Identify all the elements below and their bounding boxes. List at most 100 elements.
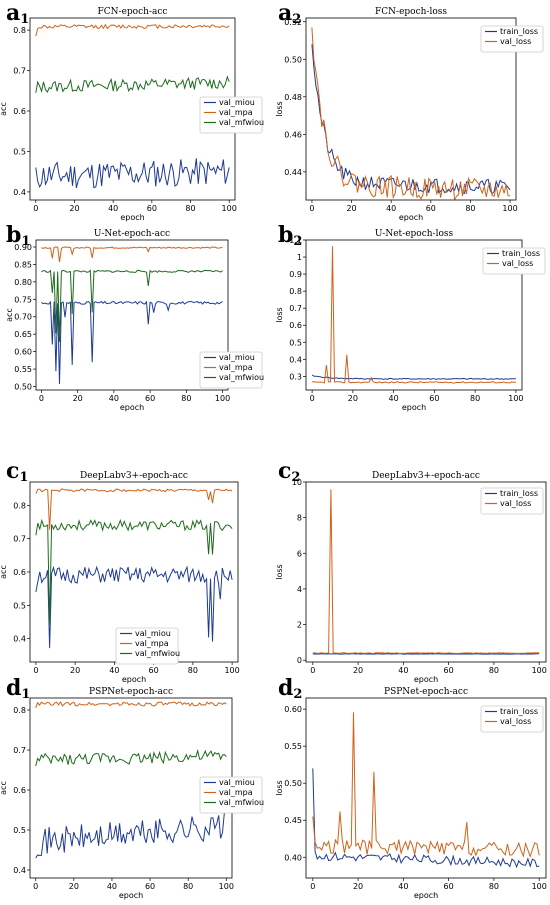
legend-box xyxy=(482,247,546,275)
x-tick-label: 60 xyxy=(429,394,439,403)
x-tick-label: 100 xyxy=(215,394,230,403)
y-tick-label: 0.55 xyxy=(14,365,32,374)
legend-entry: val_miou xyxy=(135,629,171,638)
y-tick-label: 0.80 xyxy=(14,278,32,287)
x-tick-label: 0 xyxy=(310,882,315,891)
plot-frame xyxy=(29,481,239,663)
x-tick-label: 40 xyxy=(398,666,408,675)
x-tick-label: 40 xyxy=(107,882,117,891)
plot-title: FCN-epoch-loss xyxy=(375,7,447,17)
x-tick-label: 80 xyxy=(489,666,499,675)
panel-tag-a2: a2 xyxy=(278,0,302,27)
x-tick-label: 20 xyxy=(69,882,79,891)
x-tick-label: 60 xyxy=(444,666,454,675)
y-tick-label: 0.6 xyxy=(289,321,302,330)
y-tick-label: 0.48 xyxy=(284,93,302,102)
legend-box xyxy=(115,627,179,665)
y-tick-label: 0.8 xyxy=(13,26,26,35)
series-line-val_mfwiou xyxy=(35,75,230,93)
y-tick-label: 0.60 xyxy=(284,705,302,714)
y-tick-label: 0 xyxy=(297,656,302,665)
y-tick-label: 0.85 xyxy=(14,260,32,269)
x-axis-label: epoch xyxy=(120,213,144,222)
x-tick-label: 20 xyxy=(346,204,356,213)
y-tick-label: 0.5 xyxy=(13,601,26,610)
y-tick-label: 0.3 xyxy=(289,372,302,381)
y-tick-label: 0.7 xyxy=(13,67,26,76)
y-tick-label: 0.46 xyxy=(284,130,302,139)
series-line-val_loss xyxy=(311,27,511,200)
x-tick-label: 40 xyxy=(389,394,399,403)
series-line-val_mpa xyxy=(35,700,227,709)
x-tick-label: 40 xyxy=(108,204,118,213)
y-tick-label: 8 xyxy=(297,514,302,523)
legend-entry: val_mfwiou xyxy=(219,798,264,807)
y-axis-label: loss xyxy=(275,101,284,116)
y-tick-label: 0.40 xyxy=(284,853,302,862)
y-axis-label: loss xyxy=(275,780,284,795)
legend-entry: val_mpa xyxy=(135,639,169,648)
x-tick-label: 100 xyxy=(532,666,547,675)
plot-frame xyxy=(305,697,547,879)
x-tick-label: 100 xyxy=(502,204,517,213)
y-tick-label: 0.50 xyxy=(284,779,302,788)
legend-entry: train_loss xyxy=(500,27,538,36)
y-tick-label: 0.7 xyxy=(13,535,26,544)
x-tick-label: 60 xyxy=(145,882,155,891)
x-tick-label: 0 xyxy=(33,882,38,891)
plot-title: PSPNet-epoch-acc xyxy=(89,687,173,697)
plot-frame xyxy=(29,17,236,201)
x-axis-label: epoch xyxy=(119,891,143,900)
y-axis-label: acc xyxy=(5,308,14,322)
series-line-val_mfwiou xyxy=(35,518,233,625)
x-tick-label: 20 xyxy=(348,394,358,403)
y-tick-label: 0.50 xyxy=(284,55,302,64)
legend-entry: val_miou xyxy=(219,778,255,787)
legend-entry: val_mpa xyxy=(219,108,253,117)
panel-tag-a1: a1 xyxy=(6,0,30,27)
x-tick-label: 0 xyxy=(33,204,38,213)
x-tick-label: 80 xyxy=(489,882,499,891)
y-axis-label: acc xyxy=(0,565,8,579)
legend-entry: train_loss xyxy=(500,707,538,716)
x-tick-label: 20 xyxy=(69,204,79,213)
series-line-val_miou xyxy=(35,565,233,649)
y-tick-label: 0.45 xyxy=(284,816,302,825)
plot-title: DeepLabv3+-epoch-acc xyxy=(372,471,480,481)
x-tick-label: 0 xyxy=(39,394,44,403)
series-line-val_mfwiou xyxy=(41,269,223,342)
x-tick-label: 100 xyxy=(222,204,237,213)
x-tick-label: 60 xyxy=(426,204,436,213)
legend-entry: val_mfwiou xyxy=(219,373,264,382)
y-axis-label: acc xyxy=(0,781,8,795)
panel-tag-b1: b1 xyxy=(6,222,31,249)
x-axis-label: epoch xyxy=(120,403,144,412)
y-tick-label: 0.4 xyxy=(289,355,302,364)
legend-entry: train_loss xyxy=(502,249,540,258)
x-tick-label: 60 xyxy=(147,204,157,213)
series-line-val_mpa xyxy=(41,246,223,263)
y-tick-label: 0.70 xyxy=(14,313,32,322)
x-tick-label: 60 xyxy=(145,394,155,403)
y-axis-label: loss xyxy=(275,307,284,322)
series-line-val_loss xyxy=(312,246,516,384)
y-tick-label: 2 xyxy=(297,621,302,630)
legend-entry: val_loss xyxy=(500,37,531,46)
y-tick-label: 0.60 xyxy=(14,348,32,357)
y-tick-label: 6 xyxy=(297,549,302,558)
legend-entry: val_miou xyxy=(219,98,255,107)
plot-title: PSPNet-epoch-acc xyxy=(384,687,468,697)
series-line-val_mpa xyxy=(35,488,233,530)
x-tick-label: 0 xyxy=(33,666,38,675)
y-tick-label: 0.9 xyxy=(289,270,302,279)
legend-box xyxy=(199,351,263,389)
legend-entry: val_miou xyxy=(219,353,255,362)
x-axis-label: epoch xyxy=(399,213,423,222)
series-line-val_miou xyxy=(35,158,230,189)
plot-title: FCN-epoch-acc xyxy=(98,7,168,17)
y-tick-label: 0.8 xyxy=(13,501,26,510)
